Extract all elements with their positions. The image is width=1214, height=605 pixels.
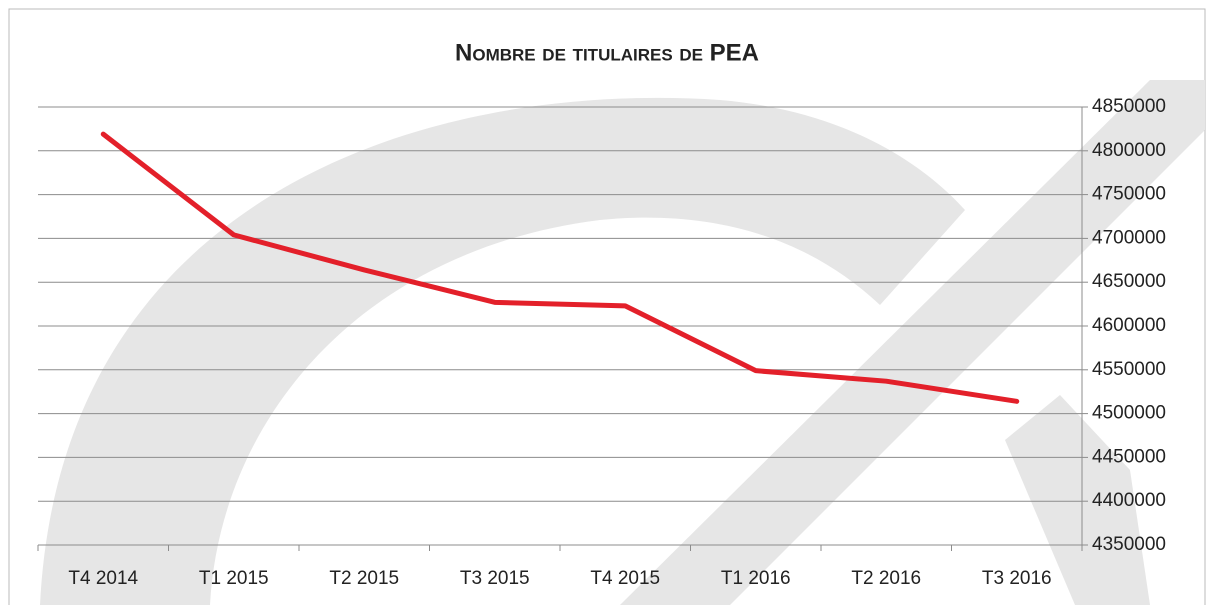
- y-tick-label: 4700000: [1092, 227, 1166, 248]
- y-tick-label: 4600000: [1092, 315, 1166, 336]
- watermark-arc: [40, 97, 965, 605]
- watermark-stroke: [620, 80, 1205, 605]
- y-tick-label: 4350000: [1092, 534, 1166, 555]
- x-tick-label: T2 2015: [329, 568, 399, 589]
- chart-title: Nombre de titulaires de PEA: [455, 39, 759, 66]
- x-tick-label: T2 2016: [851, 568, 921, 589]
- x-tick-label: T3 2015: [460, 568, 530, 589]
- x-tick-label: T1 2015: [199, 568, 269, 589]
- y-tick-label: 4500000: [1092, 403, 1166, 424]
- y-tick-label: 4650000: [1092, 271, 1166, 292]
- y-tick-label: 4400000: [1092, 490, 1166, 511]
- x-tick-label: T4 2014: [68, 568, 138, 589]
- x-tick-label: T3 2016: [982, 568, 1052, 589]
- watermark-piece: [1005, 395, 1150, 605]
- watermark: [40, 80, 1205, 605]
- x-tick-label: T1 2016: [721, 568, 791, 589]
- y-tick-label: 4850000: [1092, 96, 1166, 117]
- y-tick-label: 4800000: [1092, 140, 1166, 161]
- x-tick-label: T4 2015: [590, 568, 660, 589]
- y-tick-label: 4750000: [1092, 184, 1166, 205]
- y-tick-label: 4550000: [1092, 359, 1166, 380]
- y-tick-label: 4450000: [1092, 446, 1166, 467]
- line-series: [100, 131, 1020, 404]
